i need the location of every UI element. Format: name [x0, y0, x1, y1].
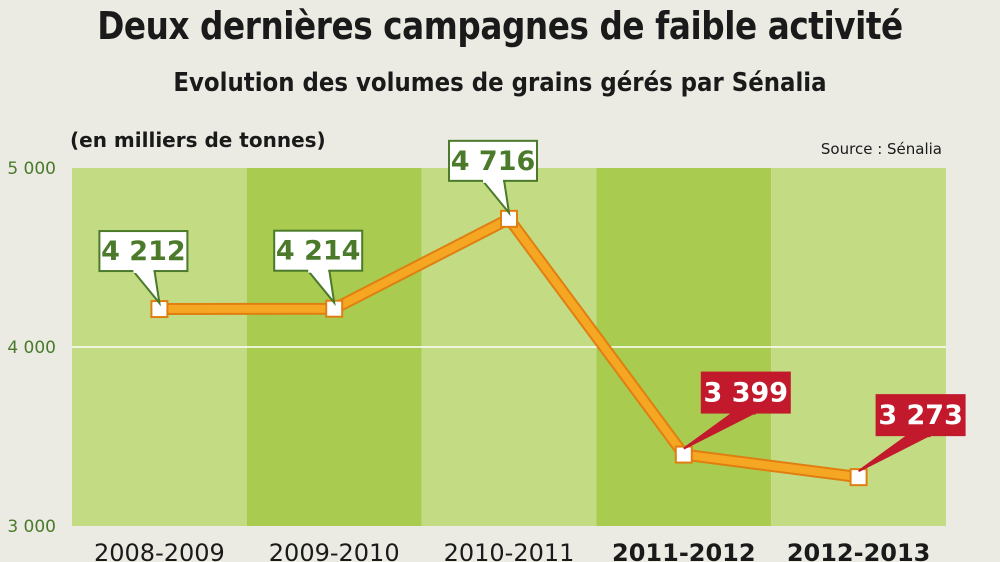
data-label-seam — [483, 177, 503, 183]
chart-title: Deux dernières campagnes de faible activ… — [97, 4, 903, 48]
data-label-2010-2011: 4 716 — [448, 139, 538, 217]
data-label-box — [875, 394, 966, 437]
x-tick-label-2011-2012: 2011-2012 — [612, 539, 756, 562]
x-tick-label-2010-2011: 2010-2011 — [444, 539, 575, 562]
data-label-2012-2013: 3 273 — [858, 394, 966, 473]
y-tick-label-3000: 3 000 — [7, 517, 56, 537]
data-label-text: 3 399 — [704, 378, 789, 409]
data-labels: 4 212 4 214 4 716 3 399 3 273 — [98, 139, 966, 473]
y-tick-label-4000: 4 000 — [7, 338, 56, 358]
source-note: Source : Sénalia — [820, 140, 942, 158]
data-label-seam — [308, 267, 329, 273]
data-label-seam — [735, 409, 756, 415]
data-label-text: 4 716 — [451, 146, 536, 177]
data-label-seam — [133, 268, 154, 274]
y-axis: 3 000 4 000 5 000 — [7, 159, 56, 537]
data-label-text: 3 273 — [878, 400, 963, 431]
x-tick-label-2009-2010: 2009-2010 — [269, 539, 400, 562]
series-line — [150, 209, 868, 487]
data-label-2008-2009: 4 212 — [98, 230, 189, 307]
unit-note: (en milliers de tonnes) — [70, 128, 326, 152]
data-label-2009-2010: 4 214 — [273, 229, 364, 307]
data-label-2011-2012: 3 399 — [683, 371, 791, 450]
data-label-seam — [910, 432, 931, 438]
data-label-text: 4 214 — [276, 236, 361, 267]
y-tick-label-5000: 5 000 — [7, 159, 56, 179]
x-tick-label-2008-2009: 2008-2009 — [94, 539, 225, 562]
data-label-box — [98, 230, 189, 273]
x-tick-label-2012-2013: 2012-2013 — [787, 539, 931, 562]
data-label-box — [700, 371, 791, 414]
data-point-2012-2013 — [849, 468, 868, 487]
chart-subtitle: Evolution des volumes de grains gérés pa… — [173, 68, 827, 98]
data-label-text: 4 212 — [101, 236, 186, 267]
data-point-2011-2012 — [674, 445, 693, 464]
x-axis: 2008-2009 2009-2010 2010-2011 2011-2012 2012… — [94, 539, 930, 562]
